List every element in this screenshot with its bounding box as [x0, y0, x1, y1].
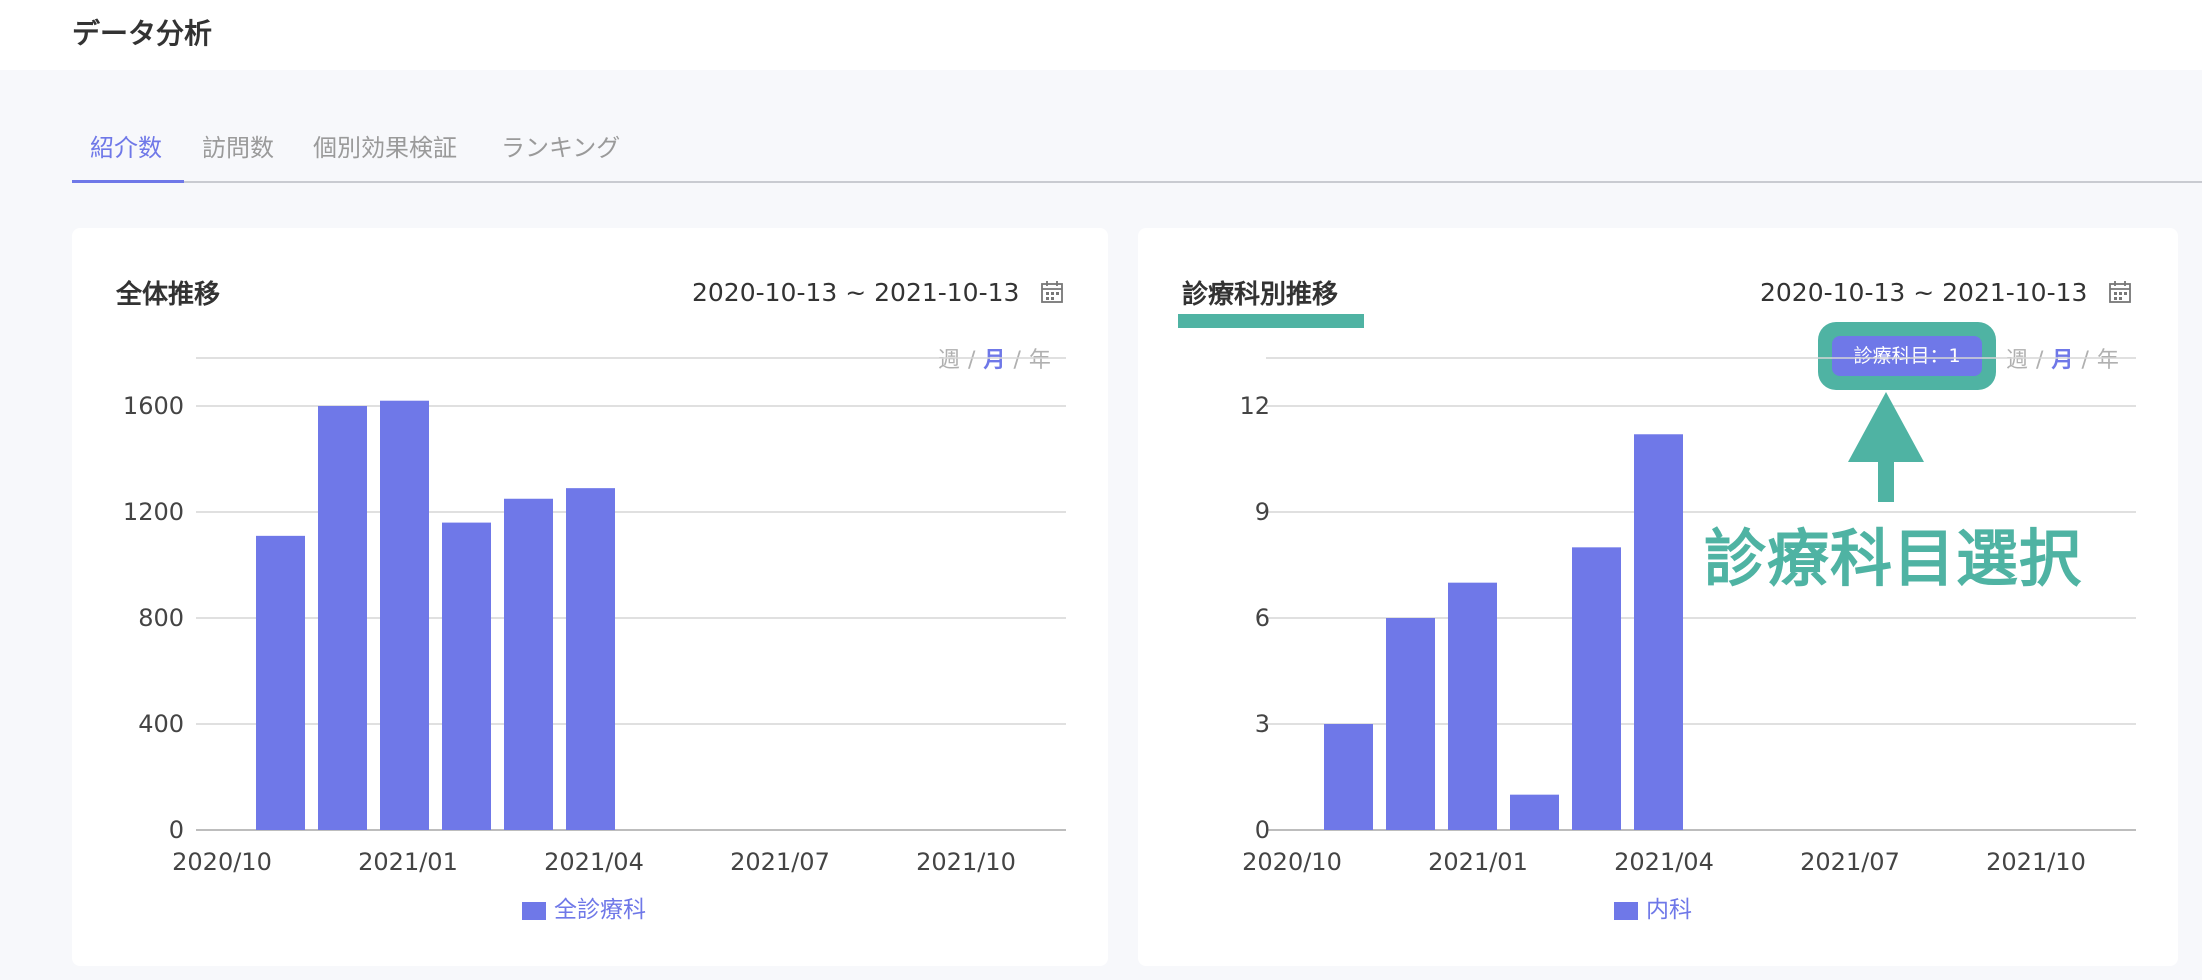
period-month-option[interactable]: 月	[2051, 348, 2074, 373]
tab-visits[interactable]: 訪問数	[202, 128, 274, 181]
bar[interactable]	[442, 522, 491, 830]
page-title: データ分析	[72, 17, 213, 50]
department-trend-title: 診療科別推移	[1182, 280, 1339, 310]
bar[interactable]	[380, 400, 429, 830]
x-tick-label: 2021/01	[1428, 848, 1528, 876]
top-bar: データ分析	[0, 0, 2202, 70]
y-tick-label: 6	[1255, 604, 1270, 632]
tab-ranking[interactable]: ランキング	[501, 128, 620, 181]
title-highlight-underline	[1178, 314, 1364, 328]
x-tick-label: 2021/04	[544, 848, 644, 876]
y-tick-label: 800	[138, 604, 184, 632]
department-select-chip[interactable]: 診療科目：1	[1832, 336, 1982, 376]
department-bar-chart: 0 3 6 9 12 2020/10 2021/01 2021/04 2021/07 2021/1…	[1239, 357, 2136, 876]
y-tick-label: 400	[138, 710, 184, 738]
calendar-icon[interactable]	[2108, 280, 2132, 304]
y-tick-label: 0	[169, 816, 184, 844]
period-week-option[interactable]: 週	[938, 348, 961, 373]
overall-date-range[interactable]: 2020-10-13 ~ 2021-10-13	[692, 278, 1020, 307]
overall-legend[interactable]: 全診療科	[522, 890, 646, 924]
tab-visits-label: 訪問数	[202, 134, 274, 162]
x-tick-label: 2021/07	[730, 848, 830, 876]
y-tick-label: 1600	[123, 392, 184, 420]
department-date-range[interactable]: 2020-10-13 ~ 2021-10-13	[1760, 278, 2088, 307]
bar[interactable]	[1448, 582, 1497, 830]
period-month-option[interactable]: 月	[983, 348, 1006, 373]
y-tick-label: 0	[1255, 816, 1270, 844]
tab-referrals-label: 紹介数	[90, 134, 162, 162]
legend-label: 全診療科	[554, 897, 646, 923]
period-separator: /	[968, 348, 976, 373]
department-legend[interactable]: 内科	[1614, 890, 1692, 924]
period-year-option[interactable]: 年	[2096, 348, 2119, 373]
bar[interactable]	[1324, 724, 1373, 830]
overall-trend-card: 全体推移 2020-10-13 ~ 2021-10-13 週 / 月 / 年 0 400 8…	[72, 228, 1108, 966]
period-separator: /	[2081, 348, 2089, 373]
bar[interactable]	[318, 406, 367, 830]
annotation-arrow-icon	[1848, 392, 1924, 502]
overall-bar-chart: 0 400 800 1200 1600 2020/10 2021/01 2021/04 2021…	[123, 357, 1066, 876]
period-week-option[interactable]: 週	[2006, 348, 2029, 373]
tab-individual-effect[interactable]: 個別効果検証	[313, 128, 457, 181]
annotation-text: 診療科目選択	[1704, 522, 2083, 595]
x-tick-label: 2021/01	[358, 848, 458, 876]
tab-bar: 紹介数 訪問数 個別効果検証 ランキング	[72, 118, 2202, 183]
x-tick-label: 2021/07	[1800, 848, 1900, 876]
y-tick-label: 12	[1239, 392, 1270, 420]
bar[interactable]	[1510, 794, 1559, 830]
period-separator: /	[1013, 348, 1021, 373]
legend-swatch	[522, 901, 546, 920]
x-tick-label: 2020/10	[172, 848, 272, 876]
tab-individual-effect-label: 個別効果検証	[313, 134, 457, 162]
x-tick-label: 2021/04	[1614, 848, 1714, 876]
department-select-highlight: 診療科目：1	[1818, 322, 1996, 390]
y-tick-label: 1200	[123, 498, 184, 526]
legend-label: 内科	[1646, 897, 1692, 923]
tabs-divider	[72, 181, 2202, 183]
tab-referrals[interactable]: 紹介数	[90, 128, 162, 181]
y-tick-label: 3	[1255, 710, 1270, 738]
calendar-icon[interactable]	[1040, 280, 1064, 304]
department-trend-card: 診療科別推移 2020-10-13 ~ 2021-10-13 診療科目：1 週 /…	[1138, 228, 2178, 966]
period-year-option[interactable]: 年	[1028, 348, 1051, 373]
bar[interactable]	[1386, 618, 1435, 830]
x-tick-label: 2021/10	[916, 848, 1016, 876]
overall-period-switch: 週 / 月 / 年	[938, 342, 1051, 374]
bar[interactable]	[1572, 547, 1621, 830]
period-separator: /	[2036, 348, 2044, 373]
overall-trend-title: 全体推移	[116, 280, 221, 310]
x-tick-label: 2021/10	[1986, 848, 2086, 876]
department-period-switch: 週 / 月 / 年	[2006, 342, 2119, 374]
bar[interactable]	[256, 535, 305, 830]
bar[interactable]	[504, 498, 553, 830]
x-tick-label: 2020/10	[1242, 848, 1342, 876]
bar[interactable]	[566, 488, 615, 830]
active-tab-indicator	[72, 180, 184, 183]
tab-ranking-label: ランキング	[501, 134, 621, 162]
legend-swatch	[1614, 901, 1638, 920]
bar[interactable]	[1634, 434, 1683, 830]
y-tick-label: 9	[1255, 498, 1270, 526]
